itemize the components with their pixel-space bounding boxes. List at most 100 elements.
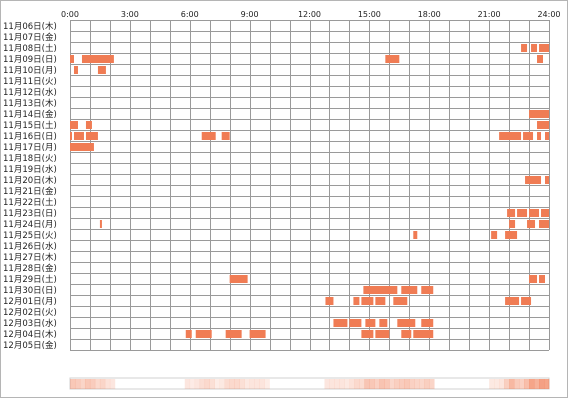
activity-bar — [525, 176, 542, 184]
row-label: 11月28日(金) — [3, 263, 57, 274]
x-tick-label: 0:00 — [61, 10, 79, 19]
summary-strip-cell — [399, 379, 405, 389]
activity-bar — [361, 330, 374, 338]
x-tick-label: 15:00 — [358, 10, 381, 19]
activity-bar — [81, 55, 114, 63]
row-label: 11月21日(金) — [3, 186, 57, 197]
row-label: 12月02日(火) — [3, 308, 57, 318]
activity-bar — [349, 319, 362, 327]
x-tick-label: 9:00 — [241, 10, 259, 19]
activity-bar — [537, 132, 542, 140]
x-tick-label: 6:00 — [181, 10, 199, 19]
row-label: 11月19日(水) — [3, 164, 57, 175]
summary-strip-cell — [404, 379, 410, 389]
row-label: 12月01日(月) — [3, 297, 57, 307]
summary-strip-cell — [189, 379, 196, 389]
summary-strip-cell — [94, 379, 101, 389]
summary-strip-cell — [214, 379, 220, 389]
activity-bar — [529, 209, 540, 217]
summary-strip-cell — [194, 379, 201, 389]
activity-bar — [397, 319, 416, 327]
summary-strip-cell — [529, 379, 535, 389]
row-label: 11月13日(木) — [3, 98, 57, 109]
x-tick-label: 18:00 — [418, 10, 441, 19]
activity-bar — [225, 330, 242, 338]
row-label: 11月16日(日) — [3, 132, 57, 142]
summary-strip-cell — [424, 379, 430, 389]
summary-strip-cell — [524, 379, 530, 389]
summary-strip-cell — [109, 379, 116, 389]
activity-bar — [545, 132, 549, 140]
activity-bar — [523, 132, 534, 140]
summary-strip-cell — [419, 379, 425, 389]
activity-bar — [385, 55, 400, 63]
summary-strip-cell — [429, 379, 435, 389]
activity-bar — [413, 330, 434, 338]
summary-strip-cell — [99, 379, 106, 389]
summary-strip-cell — [354, 379, 360, 389]
row-label: 11月10日(月) — [3, 66, 57, 76]
summary-strip-frame — [69, 377, 550, 390]
activity-bar — [505, 297, 520, 305]
activity-bar — [531, 44, 538, 52]
summary-strip-cell — [389, 379, 395, 389]
summary-strip-cell — [254, 379, 260, 389]
summary-strip-cell — [219, 379, 225, 389]
summary-strip-cell — [519, 379, 525, 389]
activity-bar — [221, 132, 230, 140]
summary-strip-cell — [89, 379, 96, 389]
activity-bar — [509, 220, 516, 228]
row-label: 11月30日(日) — [3, 286, 57, 296]
activity-bar — [499, 132, 522, 140]
activity-bar — [421, 286, 434, 294]
row-label: 11月07日(金) — [3, 32, 57, 43]
activity-bar — [325, 297, 334, 305]
activity-bar — [413, 231, 418, 239]
activity-bar — [99, 220, 102, 228]
activity-bar — [539, 220, 549, 228]
row-label: 11月27日(木) — [3, 252, 57, 263]
summary-strip-cell — [204, 379, 211, 389]
activity-bar — [363, 286, 398, 294]
x-tick-label: 24:00 — [537, 10, 560, 19]
summary-strip-cell — [494, 379, 500, 389]
summary-strip-cell — [84, 379, 91, 389]
summary-strip-cell — [329, 379, 335, 389]
row-label: 11月11日(火) — [3, 77, 57, 87]
activity-bar — [201, 132, 216, 140]
row-label: 11月12日(水) — [3, 87, 57, 98]
activity-bar — [521, 297, 532, 305]
summary-strip-cell — [234, 379, 240, 389]
activity-bar — [507, 209, 516, 217]
activity-bar — [375, 297, 386, 305]
summary-strip-cell — [374, 379, 380, 389]
summary-strip-cell — [539, 379, 545, 389]
summary-strip-cell — [534, 379, 540, 389]
summary-strip-cell — [70, 379, 76, 389]
activity-bar — [539, 44, 549, 52]
row-label: 11月09日(日) — [3, 55, 57, 65]
summary-strip-cell — [324, 379, 330, 389]
activity-bar — [527, 220, 536, 228]
row-label: 12月05日(金) — [3, 340, 57, 351]
activity-bar — [333, 319, 348, 327]
x-tick-label: 21:00 — [478, 10, 501, 19]
summary-strip-cell — [264, 379, 270, 389]
activity-bar — [85, 132, 98, 140]
summary-strip-cell — [499, 379, 505, 389]
row-label: 11月17日(月) — [3, 143, 57, 153]
activity-bar — [97, 66, 106, 74]
activity-bar — [70, 143, 94, 151]
summary-strip-cell — [394, 379, 400, 389]
activity-bar — [73, 66, 78, 74]
activity-bar — [521, 44, 528, 52]
row-label: 11月26日(水) — [3, 241, 57, 252]
activity-bar — [353, 297, 360, 305]
row-label: 11月22日(土) — [3, 197, 57, 208]
summary-strip-cell — [224, 379, 230, 389]
activity-bar — [401, 330, 412, 338]
row-label: 11月14日(金) — [3, 109, 57, 120]
activity-bar — [491, 231, 498, 239]
summary-strip-cell — [544, 379, 550, 389]
